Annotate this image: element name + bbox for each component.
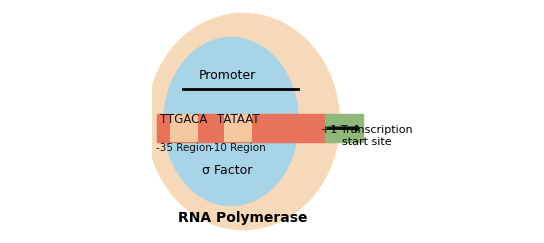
Ellipse shape bbox=[164, 37, 299, 206]
Text: -10 Region: -10 Region bbox=[210, 143, 266, 153]
Text: Promoter: Promoter bbox=[199, 69, 256, 82]
Text: σ Factor: σ Factor bbox=[202, 164, 253, 177]
Text: +1 Transcription
start site: +1 Transcription start site bbox=[321, 125, 413, 147]
Text: -35 Region: -35 Region bbox=[156, 143, 212, 153]
Bar bbox=[224, 114, 251, 142]
Bar bbox=[170, 114, 197, 142]
Bar bbox=[325, 114, 363, 142]
Text: RNA Polymerase: RNA Polymerase bbox=[178, 211, 308, 225]
Text: TTGACA: TTGACA bbox=[160, 113, 207, 126]
Bar bbox=[157, 114, 325, 142]
Text: TATAAT: TATAAT bbox=[217, 113, 259, 126]
Ellipse shape bbox=[147, 13, 339, 230]
